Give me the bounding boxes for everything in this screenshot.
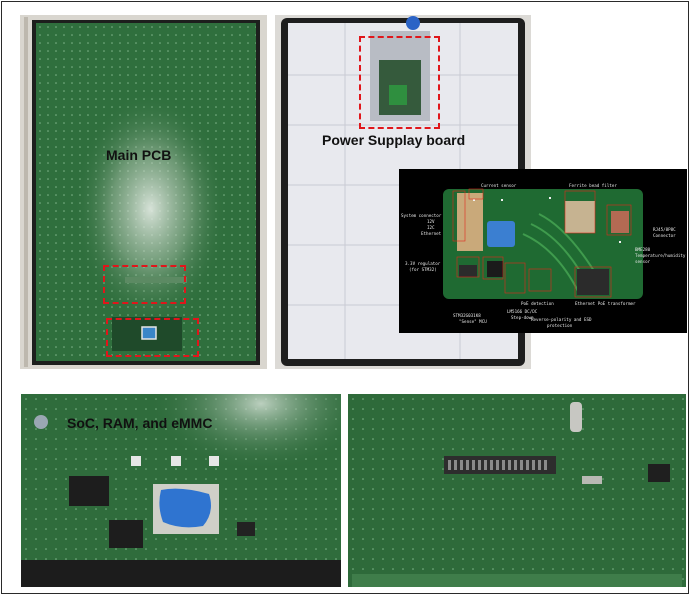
ann-current-sensor: Current sensor	[481, 183, 517, 188]
soc-photo	[21, 394, 341, 587]
ann-poe-detection: PoE detection	[521, 301, 554, 306]
ann-sensor: sensor	[635, 259, 651, 264]
connector-photo	[348, 394, 686, 587]
ann-system-connector: System connector	[401, 213, 442, 218]
ann-for-stm32: (for STM32)	[409, 267, 437, 272]
ann-eth-poe: Ethernet PoE transformer	[575, 301, 636, 306]
main-pcb-label: Main PCB	[106, 147, 172, 163]
ann-ferrite: Ferrite bead filter	[569, 183, 617, 188]
main-pcb-photo	[20, 15, 267, 369]
ann-sense-mcu: "Sense" MCU	[459, 319, 487, 324]
ann-lm5166: LM5166 DC/DC	[507, 309, 538, 314]
ann-rj45: RJ45/8P8C	[653, 227, 676, 232]
ann-i2c: I2C	[427, 225, 435, 230]
power-supply-highlight	[359, 36, 440, 129]
power-supply-annotated-inset: Current sensor Ferrite bead filter Syste…	[399, 169, 687, 333]
main-pcb-highlight-top	[103, 265, 186, 304]
ann-protection: protection	[547, 323, 573, 328]
ann-reverse-polarity: Reverse-polarity and ESD	[531, 317, 592, 322]
ann-temp-humidity: Temperature/humidity	[635, 253, 686, 258]
ann-bme280: BME280	[635, 247, 651, 252]
ann-stm32: STM32G031K8	[453, 313, 481, 318]
ann-regulator: 3.3V regulator	[405, 261, 441, 266]
power-supply-label: Power Supplay board	[322, 132, 466, 148]
ann-connector: Connector	[653, 233, 676, 238]
ann-ethernet: Ethernet	[421, 231, 442, 236]
ann-stepdown: Step-down	[511, 315, 534, 320]
main-pcb-highlight-bottom	[106, 318, 199, 357]
ann-12v: 12V	[427, 219, 435, 224]
soc-label: SoC, RAM, and eMMC	[67, 415, 213, 431]
